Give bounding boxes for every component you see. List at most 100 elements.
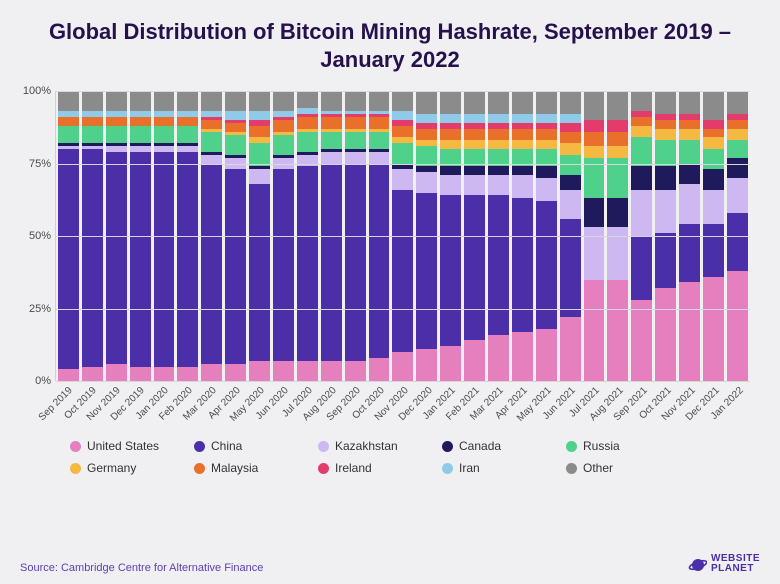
- bar-segment: [655, 129, 676, 141]
- bar-segment: [58, 369, 79, 381]
- bar-segment: [225, 111, 246, 120]
- bar-segment: [631, 166, 652, 189]
- bar-segment: [416, 114, 437, 123]
- bar-segment: [440, 129, 461, 141]
- bar-segment: [560, 219, 581, 318]
- bar-segment: [560, 317, 581, 381]
- bar-segment: [679, 120, 700, 129]
- bar-segment: [440, 195, 461, 346]
- bar-segment: [201, 132, 222, 152]
- bar-segment: [584, 132, 605, 147]
- bar-segment: [631, 126, 652, 138]
- bar-segment: [297, 132, 318, 152]
- bar-segment: [536, 91, 557, 114]
- bar-segment: [464, 166, 485, 175]
- bar-segment: [584, 198, 605, 227]
- website-planet-logo: WEBSITE PLANET: [687, 554, 760, 574]
- bar-segment: [82, 149, 103, 367]
- bar-segment: [464, 140, 485, 149]
- bar-segment: [440, 91, 461, 114]
- bar-segment: [106, 117, 127, 126]
- legend-swatch: [442, 463, 453, 474]
- bar-segment: [536, 166, 557, 178]
- bar-segment: [249, 111, 270, 120]
- legend-swatch: [70, 441, 81, 452]
- bar-segment: [201, 155, 222, 164]
- bar-segment: [130, 367, 151, 382]
- bar-segment: [225, 135, 246, 155]
- bar-segment: [297, 91, 318, 108]
- bar-segment: [392, 352, 413, 381]
- bar-segment: [58, 149, 79, 369]
- bar-segment: [369, 117, 390, 129]
- bar-segment: [154, 367, 175, 382]
- legend-swatch: [566, 441, 577, 452]
- bar-segment: [82, 126, 103, 143]
- bar-segment: [727, 213, 748, 271]
- bar-segment: [679, 224, 700, 282]
- bar-segment: [321, 164, 342, 361]
- bar-segment: [560, 175, 581, 190]
- bar-segment: [321, 152, 342, 164]
- bar-segment: [703, 137, 724, 149]
- bar-segment: [464, 91, 485, 114]
- chart-area: 0%25%50%75%100% Sep 2019Oct 2019Nov 2019…: [55, 91, 750, 435]
- bar-segment: [607, 280, 628, 382]
- bar-segment: [703, 149, 724, 169]
- bar-segment: [464, 175, 485, 195]
- bar-segment: [392, 143, 413, 163]
- bar-segment: [655, 288, 676, 381]
- bar-segment: [130, 152, 151, 367]
- bar-segment: [631, 190, 652, 236]
- bar-segment: [488, 129, 509, 141]
- bar-segment: [82, 367, 103, 382]
- bar-segment: [727, 91, 748, 114]
- bar-segment: [154, 117, 175, 126]
- bar-segment: [273, 361, 294, 381]
- legend-label: Iran: [459, 461, 480, 475]
- bar-segment: [607, 120, 628, 132]
- legend-item: Kazakhstan: [318, 439, 418, 453]
- legend-swatch: [442, 441, 453, 452]
- grid-line: [56, 236, 750, 237]
- bar-segment: [584, 280, 605, 382]
- bar-segment: [58, 117, 79, 126]
- bar-segment: [106, 152, 127, 364]
- bar-segment: [727, 129, 748, 141]
- legend-label: Germany: [87, 461, 136, 475]
- bar-segment: [273, 135, 294, 155]
- bar-segment: [727, 120, 748, 129]
- bar-segment: [416, 172, 437, 192]
- bar-segment: [392, 169, 413, 189]
- bar-segment: [225, 91, 246, 111]
- bar-segment: [607, 132, 628, 147]
- y-tick-label: 100%: [23, 85, 51, 97]
- legend-swatch: [194, 441, 205, 452]
- chart-title: Global Distribution of Bitcoin Mining Ha…: [0, 0, 780, 83]
- bar-segment: [416, 91, 437, 114]
- grid-line: [56, 164, 750, 165]
- bar-segment: [392, 91, 413, 111]
- bar-segment: [369, 152, 390, 164]
- bar-segment: [512, 129, 533, 141]
- bar-segment: [536, 140, 557, 149]
- bar-segment: [440, 114, 461, 123]
- legend-item: United States: [70, 439, 170, 453]
- bar-segment: [177, 152, 198, 367]
- bar-segment: [536, 329, 557, 381]
- bar-segment: [392, 126, 413, 138]
- bar-segment: [464, 340, 485, 381]
- bar-segment: [345, 132, 366, 149]
- bar-segment: [703, 224, 724, 276]
- bar-segment: [584, 146, 605, 158]
- legend-item: Other: [566, 461, 666, 475]
- bar-segment: [225, 364, 246, 381]
- bar-segment: [106, 364, 127, 381]
- bar-segment: [225, 123, 246, 132]
- bar-segment: [82, 91, 103, 111]
- legend-item: China: [194, 439, 294, 453]
- bar-segment: [297, 155, 318, 167]
- legend-label: Russia: [583, 439, 620, 453]
- bar-segment: [345, 164, 366, 361]
- footer: Source: Cambridge Centre for Alternative…: [20, 554, 760, 574]
